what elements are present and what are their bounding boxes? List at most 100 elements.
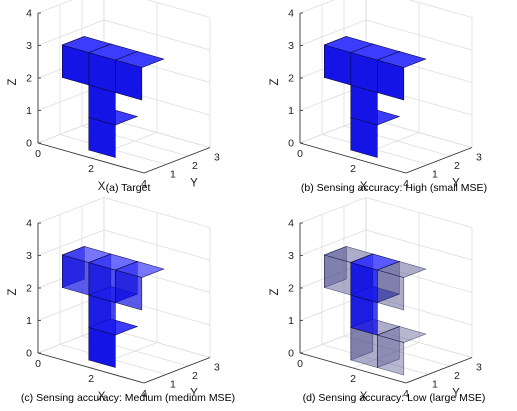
x-axis-line [299,352,407,384]
y-axis-line [143,147,211,174]
voxel-top-face [323,246,374,263]
x-tick-label: 0 [297,148,303,160]
z-tick-label: 1 [288,315,294,327]
y-tick-label: 1 [432,379,438,391]
x-axis-line [37,142,145,174]
panel-caption: (a) Target [106,182,151,194]
x-tick-label: 2 [350,373,356,385]
voxels [61,36,165,158]
y-tick-label: 2 [454,160,460,172]
axes: 0 1 2 3 4 0 2 4 1 2 3 Z X Y [7,8,220,194]
gridline [299,229,367,256]
y-tick-label: 1 [170,379,176,391]
x-tick-label: 4 [403,388,409,400]
z-tick-label: 2 [26,73,32,85]
panel-c: 0 1 2 3 4 0 2 4 1 2 3 Z X Y(c) Sensing accuracy: Medi… [7,197,235,404]
x-tick-label: 4 [141,388,147,400]
z-tick-label: 1 [26,315,32,327]
z-tick-label: 4 [26,8,32,20]
voxel [376,51,427,101]
voxel [87,253,139,303]
y-axis-line [405,357,473,384]
y-axis-label: Y [190,387,198,399]
z-tick-label: 0 [288,138,294,150]
gridline [321,344,429,375]
panel-a: 0 1 2 3 4 0 2 4 1 2 3 Z X Y (a) Target [7,0,220,194]
y-tick-label: 1 [432,169,438,181]
y-axis-label: Y [190,177,198,189]
z-tick-label: 4 [26,218,32,230]
z-tick-label: 3 [288,40,294,52]
z-tick-label: 3 [26,250,32,262]
y-axis-line [405,147,473,174]
z-tick-label: 0 [26,348,32,360]
gridline [343,335,451,367]
z-tick-label: 0 [288,348,294,360]
z-axis-label: Z [7,78,19,85]
z-tick-label: 1 [26,105,32,117]
x-tick-label: 2 [88,163,94,175]
x-axis-label: X [360,391,368,403]
gridline [299,327,367,354]
y-tick-label: 3 [214,152,220,164]
voxel [376,261,427,311]
axes: 0 1 2 3 4 0 2 4 1 2 3 Z X Y [269,218,482,404]
gridline [37,197,105,224]
voxels [323,36,427,158]
panel-caption: (d) Sensing accuracy: Low (large MSE) [303,392,486,404]
x-tick-label: 0 [35,148,41,160]
y-tick-label: 3 [476,362,482,374]
x-tick-label: 0 [297,358,303,370]
y-tick-label: 2 [454,370,460,382]
z-tick-label: 2 [288,73,294,85]
gridline [37,19,105,46]
z-axis-label: Z [269,78,281,85]
gridline [299,0,335,14]
x-tick-label: 4 [403,178,409,190]
z-tick-label: 3 [26,40,32,52]
x-axis-label: X [360,181,368,193]
y-tick-label: 1 [170,169,176,181]
gridline [37,229,105,256]
y-axis-label: Y [452,387,460,399]
panel-caption: (c) Sensing accuracy: Medium (medium MSE… [21,392,235,404]
x-tick-label: 2 [350,163,356,175]
voxel-top-face [61,36,112,53]
panel-b: 0 1 2 3 4 0 2 4 1 2 3 Z X Y(b) Sensing accuracy: High… [269,0,487,194]
z-tick-label: 2 [26,283,32,295]
voxel-top-face [61,246,112,263]
z-axis-label: Z [7,288,19,295]
gridline [299,197,367,224]
y-tick-label: 3 [476,152,482,164]
y-tick-label: 2 [192,370,198,382]
gridline [37,0,73,14]
y-tick-label: 2 [192,160,198,172]
axes: 0 1 2 3 4 0 2 4 1 2 3 Z X Y [269,8,482,194]
panel-d: 0 1 2 3 4 0 2 4 1 2 3 Z X Y(d) Sensing accuracy: Low … [269,197,486,404]
voxel [323,36,374,86]
x-tick-label: 0 [35,358,41,370]
panel-caption: (b) Sensing accuracy: High (small MSE) [301,182,487,194]
x-axis-line [37,352,145,384]
voxel [61,36,112,86]
z-tick-label: 3 [288,250,294,262]
x-axis-label: X [98,181,106,193]
x-tick-label: 4 [141,178,147,190]
z-tick-label: 4 [288,218,294,230]
axes: 0 1 2 3 4 0 2 4 1 2 3 Z X Y [7,218,220,404]
y-axis-label: Y [452,177,460,189]
voxel [61,246,112,296]
voxel [323,246,374,296]
voxels [61,246,165,368]
voxel [114,261,165,311]
z-tick-label: 0 [26,138,32,150]
voxel-top-face [323,36,374,53]
x-axis-label: X [98,391,106,403]
z-tick-label: 2 [288,283,294,295]
x-tick-label: 2 [88,373,94,385]
z-tick-label: 4 [288,8,294,20]
voxel [376,326,427,376]
y-axis-line [143,357,211,384]
gridline [299,19,367,46]
